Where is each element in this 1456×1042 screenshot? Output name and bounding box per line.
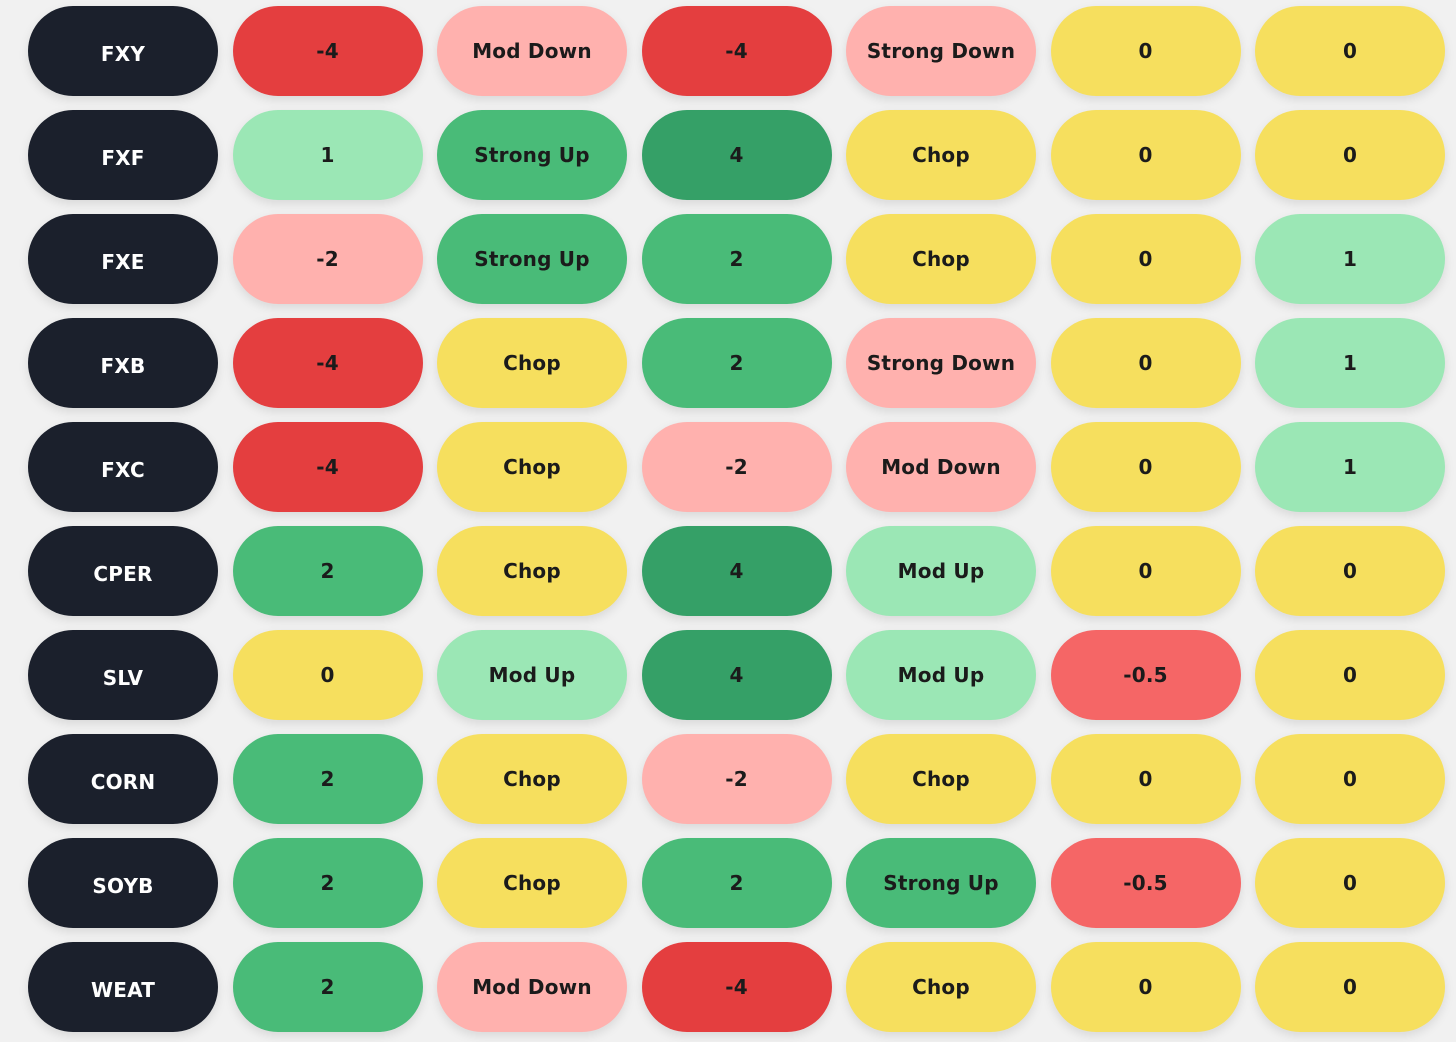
signal-pill: -2 — [641, 422, 832, 512]
signal-pill: Chop — [437, 734, 627, 824]
signal-pill: Chop — [846, 942, 1036, 1032]
signal-pill: Strong Down — [846, 6, 1036, 96]
signal-pill: 4 — [641, 630, 832, 720]
signal-pill: Mod Up — [846, 630, 1036, 720]
signal-pill: 2 — [641, 838, 832, 928]
ticker-badge: FXE — [28, 214, 218, 304]
ticker-badge: FXF — [28, 110, 218, 200]
signal-pill: 2 — [641, 318, 832, 408]
signal-pill: Mod Down — [846, 422, 1036, 512]
signal-pill: -0.5 — [1050, 630, 1241, 720]
signal-pill: 0 — [232, 630, 423, 720]
signal-pill: 0 — [1050, 942, 1241, 1032]
signal-pill: Chop — [437, 318, 627, 408]
signal-pill: Chop — [846, 734, 1036, 824]
signal-pill: 1 — [1255, 214, 1445, 304]
signal-pill: -4 — [232, 422, 423, 512]
signal-table: FXY -4 Mod Down -4 Strong Down 0 0 FXF 1 Strong U… — [28, 6, 1445, 1032]
signal-pill: 0 — [1255, 6, 1445, 96]
signal-pill: 0 — [1050, 422, 1241, 512]
signal-pill: Chop — [846, 214, 1036, 304]
signal-pill: 1 — [1255, 318, 1445, 408]
signal-pill: Chop — [846, 110, 1036, 200]
signal-pill: Strong Up — [437, 110, 627, 200]
signal-pill: 0 — [1050, 6, 1241, 96]
signal-pill: -2 — [641, 734, 832, 824]
signal-pill: -4 — [641, 942, 832, 1032]
signal-pill: 0 — [1050, 526, 1241, 616]
signal-pill: -2 — [232, 214, 423, 304]
signal-pill: 2 — [232, 942, 423, 1032]
signal-pill: 4 — [641, 110, 832, 200]
ticker-badge: CPER — [28, 526, 218, 616]
signal-pill: 0 — [1255, 110, 1445, 200]
signal-pill: Mod Up — [437, 630, 627, 720]
signal-pill: Mod Down — [437, 942, 627, 1032]
signal-pill: Mod Down — [437, 6, 627, 96]
signal-pill: 2 — [232, 526, 423, 616]
signal-pill: -4 — [641, 6, 832, 96]
signal-pill: Strong Down — [846, 318, 1036, 408]
signal-pill: 1 — [1255, 422, 1445, 512]
signal-pill: 0 — [1255, 942, 1445, 1032]
signal-pill: Strong Up — [437, 214, 627, 304]
signal-pill: 0 — [1050, 214, 1241, 304]
signal-pill: -0.5 — [1050, 838, 1241, 928]
signal-pill: Strong Up — [846, 838, 1036, 928]
signal-pill: -4 — [232, 318, 423, 408]
signal-pill: 4 — [641, 526, 832, 616]
signal-pill: 2 — [232, 838, 423, 928]
signal-pill: Mod Up — [846, 526, 1036, 616]
signal-pill: 0 — [1050, 318, 1241, 408]
signal-pill: Chop — [437, 838, 627, 928]
ticker-badge: FXC — [28, 422, 218, 512]
signal-pill: Chop — [437, 422, 627, 512]
signal-pill: 0 — [1050, 110, 1241, 200]
ticker-badge: SLV — [28, 630, 218, 720]
signal-pill: 2 — [232, 734, 423, 824]
signal-pill: Chop — [437, 526, 627, 616]
signal-pill: 0 — [1050, 734, 1241, 824]
signal-pill: -4 — [232, 6, 423, 96]
signal-pill: 0 — [1255, 838, 1445, 928]
ticker-badge: CORN — [28, 734, 218, 824]
signal-pill: 0 — [1255, 734, 1445, 824]
ticker-badge: SOYB — [28, 838, 218, 928]
ticker-badge: FXB — [28, 318, 218, 408]
ticker-badge: FXY — [28, 6, 218, 96]
ticker-badge: WEAT — [28, 942, 218, 1032]
signal-pill: 0 — [1255, 526, 1445, 616]
signal-pill: 1 — [232, 110, 423, 200]
signal-pill: 2 — [641, 214, 832, 304]
signal-pill: 0 — [1255, 630, 1445, 720]
